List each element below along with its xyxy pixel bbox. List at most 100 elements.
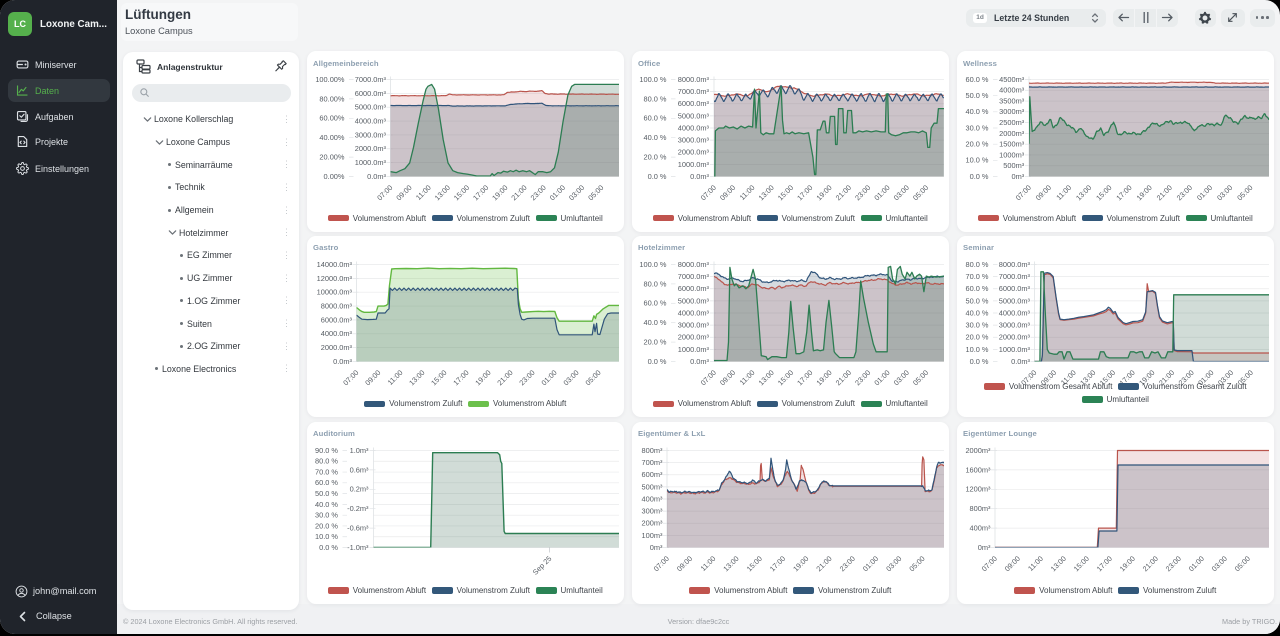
svg-text:1600m³: 1600m³ <box>965 465 991 474</box>
svg-text:4000.0m³: 4000.0m³ <box>320 329 352 338</box>
svg-text:2000.0m³: 2000.0m³ <box>998 332 1030 341</box>
svg-text:3000.0m³: 3000.0m³ <box>677 320 709 329</box>
svg-text:40.0 %: 40.0 % <box>314 500 337 509</box>
svg-text:3500m³: 3500m³ <box>999 97 1025 106</box>
svg-text:5000.0m³: 5000.0m³ <box>677 296 709 305</box>
svg-text:8000.0m³: 8000.0m³ <box>677 75 709 84</box>
svg-text:1000.0m³: 1000.0m³ <box>998 344 1030 353</box>
svg-text:4000.0m³: 4000.0m³ <box>354 117 386 126</box>
svg-text:07:00: 07:00 <box>341 368 360 387</box>
svg-text:09:00: 09:00 <box>394 183 413 202</box>
svg-text:01:00: 01:00 <box>547 183 566 202</box>
svg-text:80.0 %: 80.0 % <box>314 456 337 465</box>
svg-text:10.0 %: 10.0 % <box>965 344 988 353</box>
svg-text:13:00: 13:00 <box>756 183 775 202</box>
svg-text:2000m³: 2000m³ <box>965 446 991 455</box>
svg-text:1500m³: 1500m³ <box>999 140 1025 149</box>
svg-text:4500m³: 4500m³ <box>999 75 1025 84</box>
svg-text:13:00: 13:00 <box>407 368 426 387</box>
svg-text:21:00: 21:00 <box>1154 183 1173 202</box>
svg-text:01:00: 01:00 <box>872 183 891 202</box>
svg-text:21:00: 21:00 <box>833 368 852 387</box>
svg-text:1200m³: 1200m³ <box>965 484 991 493</box>
svg-text:15:00: 15:00 <box>429 368 448 387</box>
svg-text:0.0m³: 0.0m³ <box>367 172 386 181</box>
svg-text:15:00: 15:00 <box>775 183 794 202</box>
svg-text:23:00: 23:00 <box>837 554 856 573</box>
svg-text:12000.0m³: 12000.0m³ <box>316 273 352 282</box>
svg-text:100.0 %: 100.0 % <box>639 75 667 84</box>
svg-text:100m³: 100m³ <box>641 531 662 540</box>
svg-text:13:00: 13:00 <box>721 554 740 573</box>
svg-text:2000m³: 2000m³ <box>999 129 1025 138</box>
svg-text:0.6m³: 0.6m³ <box>349 465 368 474</box>
svg-text:09:00: 09:00 <box>674 554 693 573</box>
svg-text:6000.0m³: 6000.0m³ <box>677 99 709 108</box>
svg-text:7000.0m³: 7000.0m³ <box>677 272 709 281</box>
svg-text:3000m³: 3000m³ <box>999 107 1025 116</box>
svg-text:03:00: 03:00 <box>1209 554 1228 573</box>
svg-text:01:00: 01:00 <box>1194 183 1213 202</box>
svg-text:03:00: 03:00 <box>884 554 903 573</box>
svg-text:10.0 %: 10.0 % <box>965 156 988 165</box>
svg-text:0.0m³: 0.0m³ <box>1011 357 1030 366</box>
svg-text:3000.0m³: 3000.0m³ <box>354 130 386 139</box>
svg-text:01:00: 01:00 <box>539 368 558 387</box>
svg-text:07:00: 07:00 <box>698 368 717 387</box>
svg-text:100.00%: 100.00% <box>315 75 345 84</box>
svg-text:07:00: 07:00 <box>375 183 394 202</box>
svg-text:01:00: 01:00 <box>872 368 891 387</box>
svg-text:7000.0m³: 7000.0m³ <box>998 272 1030 281</box>
svg-text:10000.0m³: 10000.0m³ <box>316 287 352 296</box>
svg-text:1000.0m³: 1000.0m³ <box>354 158 386 167</box>
svg-text:0m³: 0m³ <box>977 543 990 552</box>
svg-text:14000.0m³: 14000.0m³ <box>316 260 352 269</box>
svg-text:13:00: 13:00 <box>1074 183 1093 202</box>
svg-text:19:00: 19:00 <box>1117 554 1136 573</box>
svg-text:70.0 %: 70.0 % <box>314 467 337 476</box>
svg-text:5000.0m³: 5000.0m³ <box>677 111 709 120</box>
svg-text:23:00: 23:00 <box>528 183 547 202</box>
svg-text:1000.0m³: 1000.0m³ <box>677 344 709 353</box>
svg-text:400m³: 400m³ <box>641 494 662 503</box>
svg-text:4000.0m³: 4000.0m³ <box>677 308 709 317</box>
svg-text:30.0 %: 30.0 % <box>965 123 988 132</box>
svg-text:13:00: 13:00 <box>756 368 775 387</box>
svg-text:600m³: 600m³ <box>641 470 662 479</box>
svg-text:3000.0m³: 3000.0m³ <box>998 320 1030 329</box>
svg-text:5000.0m³: 5000.0m³ <box>998 296 1030 305</box>
svg-text:17:00: 17:00 <box>1094 554 1113 573</box>
svg-text:05:00: 05:00 <box>910 183 929 202</box>
svg-text:0.00%: 0.00% <box>323 172 344 181</box>
svg-text:21:00: 21:00 <box>1140 554 1159 573</box>
svg-text:01:00: 01:00 <box>860 554 879 573</box>
svg-text:0.0 %: 0.0 % <box>647 357 666 366</box>
svg-text:80.00%: 80.00% <box>319 94 344 103</box>
svg-text:4000.0m³: 4000.0m³ <box>998 308 1030 317</box>
svg-text:07:00: 07:00 <box>1013 183 1032 202</box>
svg-text:6000.0m³: 6000.0m³ <box>320 315 352 324</box>
svg-text:0.2m³: 0.2m³ <box>349 484 368 493</box>
svg-text:23:00: 23:00 <box>853 183 872 202</box>
svg-text:2500m³: 2500m³ <box>999 118 1025 127</box>
svg-text:-0.6m³: -0.6m³ <box>347 523 369 532</box>
svg-text:11:00: 11:00 <box>737 368 756 387</box>
svg-text:23:00: 23:00 <box>517 368 536 387</box>
svg-text:17:00: 17:00 <box>451 368 470 387</box>
svg-text:19:00: 19:00 <box>814 183 833 202</box>
svg-text:20.00%: 20.00% <box>319 153 344 162</box>
svg-text:0.0m³: 0.0m³ <box>690 357 709 366</box>
svg-text:03:00: 03:00 <box>1215 183 1234 202</box>
svg-text:05:00: 05:00 <box>586 183 605 202</box>
svg-text:50.0 %: 50.0 % <box>965 91 988 100</box>
svg-text:6000.0m³: 6000.0m³ <box>354 89 386 98</box>
svg-text:19:00: 19:00 <box>791 554 810 573</box>
svg-text:0.0 %: 0.0 % <box>969 357 988 366</box>
svg-text:40.00%: 40.00% <box>319 133 344 142</box>
svg-text:60.0 %: 60.0 % <box>643 298 666 307</box>
svg-text:30.0 %: 30.0 % <box>965 320 988 329</box>
svg-text:09:00: 09:00 <box>1033 183 1052 202</box>
svg-text:17:00: 17:00 <box>767 554 786 573</box>
svg-text:19:00: 19:00 <box>1134 183 1153 202</box>
svg-text:8000.0m³: 8000.0m³ <box>998 260 1030 269</box>
